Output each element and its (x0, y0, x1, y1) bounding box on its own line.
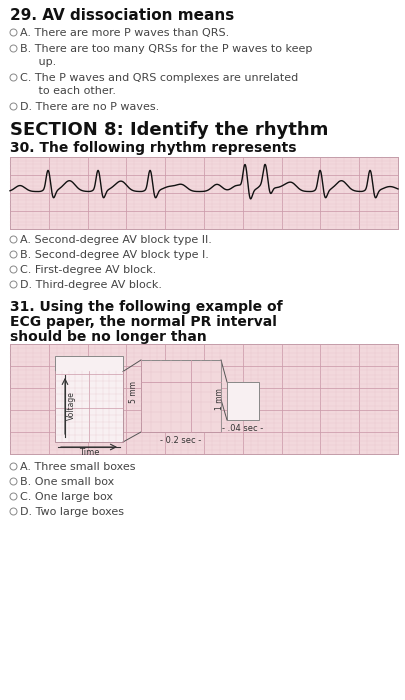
Text: C. One large box: C. One large box (20, 492, 113, 502)
Text: 31. Using the following example of: 31. Using the following example of (10, 300, 282, 314)
Text: C. The P waves and QRS complexes are unrelated: C. The P waves and QRS complexes are unr… (20, 73, 298, 83)
Bar (226, 382, 258, 420)
Text: B. One small box: B. One small box (20, 477, 114, 487)
Text: A. Second-degree AV block type II.: A. Second-degree AV block type II. (20, 235, 211, 245)
Bar (141, 360, 220, 432)
Bar (10, 344, 397, 454)
Text: 1 mm: 1 mm (215, 389, 224, 410)
Bar (10, 157, 397, 229)
Text: D. There are no P waves.: D. There are no P waves. (20, 102, 159, 112)
Text: Time: Time (79, 448, 99, 457)
Text: 29. AV dissociation means: 29. AV dissociation means (10, 8, 234, 23)
Text: A. There are more P waves than QRS.: A. There are more P waves than QRS. (20, 28, 229, 38)
Text: C. First-degree AV block.: C. First-degree AV block. (20, 265, 156, 275)
Text: A. Three small boxes: A. Three small boxes (20, 462, 135, 472)
Text: Voltage: Voltage (67, 391, 76, 420)
Text: B. Second-degree AV block type I.: B. Second-degree AV block type I. (20, 250, 208, 260)
Text: up.: up. (28, 57, 56, 67)
Text: B. There are too many QRSs for the P waves to keep: B. There are too many QRSs for the P wav… (20, 44, 311, 54)
Text: ECG paper, the normal PR interval: ECG paper, the normal PR interval (10, 315, 276, 329)
Text: to each other.: to each other. (28, 86, 116, 96)
Bar (55, 356, 123, 442)
Text: 5 mm: 5 mm (129, 382, 138, 403)
Text: - .04 sec -: - .04 sec - (222, 424, 263, 433)
Text: D. Third-degree AV block.: D. Third-degree AV block. (20, 280, 162, 290)
Text: should be no longer than: should be no longer than (10, 330, 206, 344)
Text: SECTION 8: Identify the rhythm: SECTION 8: Identify the rhythm (10, 121, 328, 139)
Text: - 0.2 sec -: - 0.2 sec - (160, 436, 201, 445)
Text: 30. The following rhythm represents: 30. The following rhythm represents (10, 141, 296, 155)
Text: D. Two large boxes: D. Two large boxes (20, 507, 124, 517)
